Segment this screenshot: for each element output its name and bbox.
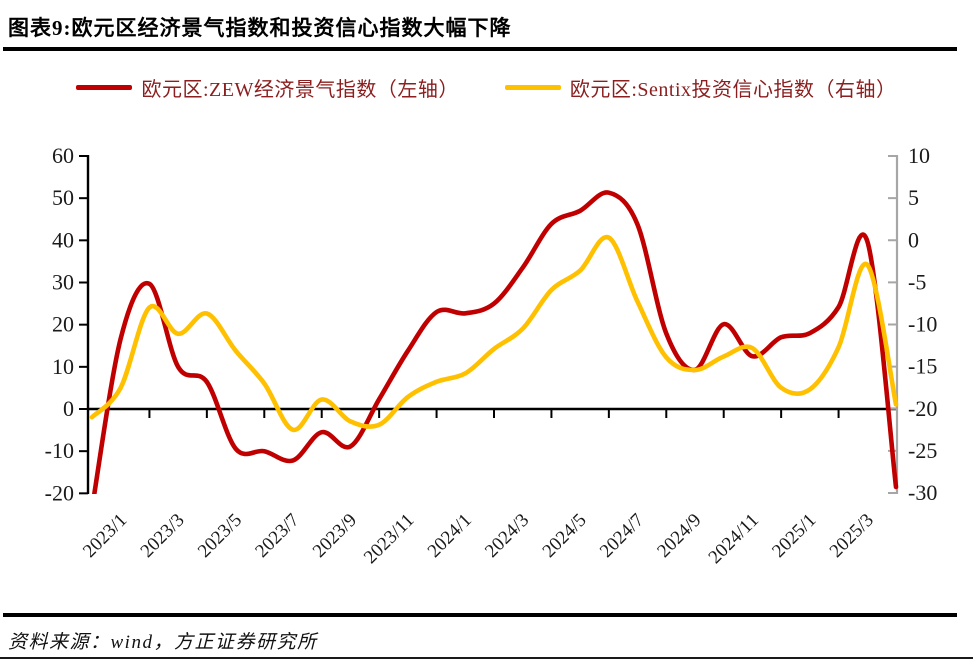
left-axis-tick-label: 40 (52, 227, 74, 252)
x-tick-label: 2024/11 (705, 510, 763, 568)
left-axis-tick-label: 50 (52, 185, 74, 210)
x-tick-label: 2023/5 (194, 510, 246, 562)
left-axis-tick-label: 10 (52, 354, 74, 379)
x-tick-label: 2023/7 (251, 510, 303, 562)
right-axis-tick-label: -5 (908, 269, 926, 294)
right-axis-tick-label: -30 (908, 480, 937, 505)
left-axis: 60 50 40 30 20 10 0 -10 -20 (45, 143, 90, 505)
x-tick-label: 2023/11 (360, 510, 418, 568)
title-divider (3, 47, 957, 51)
right-axis-tick-label: 0 (908, 227, 919, 252)
chart-legend: 欧元区:ZEW经济景气指数（左轴） 欧元区:Sentix投资信心指数（右轴） (0, 73, 973, 102)
legend-item-zew: 欧元区:ZEW经济景气指数（左轴） (76, 73, 458, 102)
x-tick-label: 2024/3 (481, 510, 533, 562)
zew-series-line (91, 190, 899, 494)
legend-item-sentix: 欧元区:Sentix投资信心指数（右轴） (504, 73, 897, 102)
left-axis-tick-label: -20 (45, 480, 74, 505)
series-lines (89, 190, 899, 494)
right-axis-tick-label: 5 (908, 185, 919, 210)
x-tick-label: 2025/3 (826, 510, 878, 562)
left-axis-tick-label: 30 (52, 270, 74, 295)
zew-legend-swatch (76, 85, 133, 90)
x-tick-label: 2024/1 (424, 510, 476, 562)
right-axis-tick-label: 10 (908, 143, 930, 168)
x-axis: 2023/1 2023/3 2023/5 2023/7 2023/9 2023/11 202… (79, 407, 897, 568)
sentix-series-line (89, 234, 899, 433)
right-axis: 10 5 0 -5 -10 -15 -20 -25 -30 (888, 143, 937, 505)
right-axis-tick-label: -20 (908, 396, 937, 421)
x-tick-label: 2024/5 (539, 510, 591, 562)
x-tick-label: 2024/9 (653, 510, 705, 562)
source-note: 资料来源：wind，方正证券研究所 (8, 632, 318, 653)
bottom-edge-rule (0, 657, 973, 659)
left-axis-tick-label: -10 (45, 438, 74, 463)
left-axis-tick-label: 20 (52, 312, 74, 337)
x-tick-label: 2024/7 (596, 510, 648, 562)
right-axis-tick-label: -10 (908, 312, 937, 337)
x-tick-label: 2023/9 (309, 510, 361, 562)
figure-title: 图表9:欧元区经济景气指数和投资信心指数大幅下降 (8, 16, 512, 40)
right-axis-tick-label: -15 (908, 354, 937, 379)
sentix-legend-label: 欧元区:Sentix投资信心指数（右轴） (569, 79, 897, 101)
x-tick-label: 2023/1 (79, 510, 131, 562)
x-tick-label: 2025/1 (768, 510, 820, 562)
zew-legend-label: 欧元区:ZEW经济景气指数（左轴） (141, 79, 459, 101)
x-tick-label: 2023/3 (137, 510, 189, 562)
left-axis-tick-label: 0 (63, 396, 74, 421)
source-divider (3, 613, 957, 617)
right-axis-tick-label: -25 (908, 438, 937, 463)
sentix-legend-swatch (504, 85, 561, 90)
left-axis-tick-label: 60 (52, 143, 74, 168)
